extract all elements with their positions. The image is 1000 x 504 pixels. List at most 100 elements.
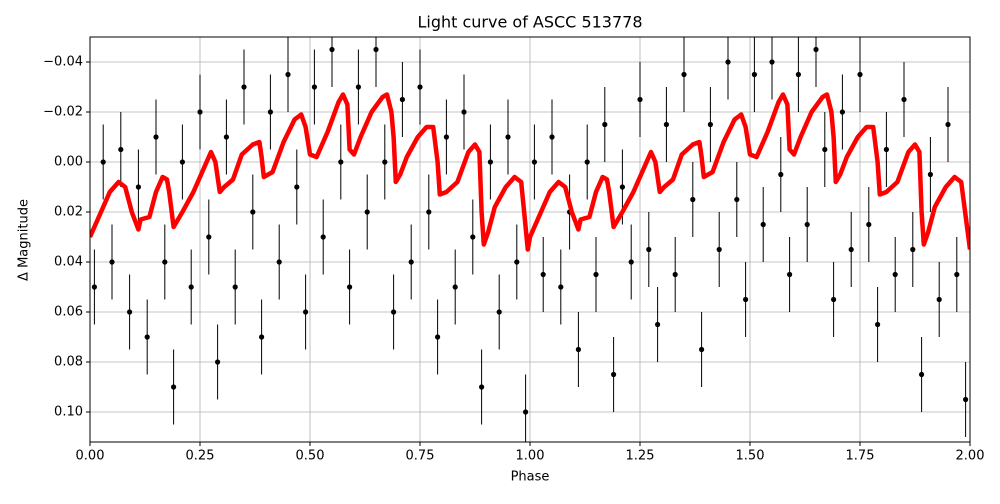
y-tick-label: −0.02 [43,105,83,120]
data-point [523,409,529,415]
data-point [857,71,863,78]
x-tick-label: 0.50 [296,449,325,464]
data-point [461,109,467,115]
data-point [602,121,608,128]
data-point [179,159,185,165]
data-point [514,259,520,265]
data-point [910,246,916,253]
y-tick-label: 0.06 [54,305,83,320]
data-point [584,159,590,165]
x-tick-label: 1.25 [626,449,655,464]
data-point [804,221,810,228]
data-point [144,334,150,340]
plot-area [90,37,970,442]
data-point [109,259,115,265]
data-point [417,84,423,90]
data-point [496,309,502,315]
data-point [188,284,194,290]
data-point [171,384,177,390]
y-tick-label: 0.00 [54,155,83,170]
x-tick-label: 1.00 [516,449,545,464]
data-point [408,259,414,265]
data-point [831,296,837,303]
data-point [338,159,344,165]
data-point [479,384,485,390]
data-point [883,146,890,153]
data-point [505,134,511,140]
data-point [813,46,819,53]
data-point [443,134,449,140]
data-point [646,246,652,253]
x-tick-label: 1.75 [846,449,875,464]
data-point [127,309,133,315]
y-tick-label: 0.10 [54,405,83,420]
data-point [672,271,678,278]
data-point [373,46,379,53]
data-point [611,371,617,378]
data-point [725,59,731,65]
data-point [259,334,265,340]
data-point [549,134,555,140]
x-tick-label: 0.00 [76,449,105,464]
data-point [540,271,546,278]
data-point [875,321,881,328]
data-point [232,284,238,290]
data-point [699,346,705,353]
data-point [197,109,203,115]
data-point [470,234,476,240]
data-point [531,159,538,165]
data-point [241,84,247,90]
data-point [663,121,670,128]
data-point [303,309,309,315]
data-point [391,309,397,315]
data-point [250,209,256,215]
data-point [215,359,221,365]
data-point [734,196,740,203]
ticks: 0.00 0.25 0.50 0.75 1.00 1.25 1.50 1.75 2.00 −0.0… [43,55,984,464]
data-point [267,109,273,115]
data-point [954,271,960,278]
data-point [963,396,969,403]
data-point [487,159,493,165]
x-tick-label: 1.50 [736,449,765,464]
data-point [787,271,793,278]
data-point [743,296,749,303]
data-point [382,159,388,165]
data-point [206,234,212,240]
data-point [435,334,441,340]
x-axis-label: Phase [511,470,550,485]
data-point [285,71,291,78]
data-point [320,234,326,240]
data-point [901,96,907,103]
data-point [637,96,643,103]
y-tick-label: −0.04 [43,55,83,70]
y-axis-label: Δ Magnitude [17,199,32,281]
y-tick-label: 0.04 [54,255,83,270]
data-point [822,146,828,153]
data-point [118,146,124,153]
data-point [945,121,951,128]
data-point [162,259,168,265]
data-point [769,59,775,65]
data-point [628,259,634,265]
x-tick-label: 0.75 [406,449,435,464]
data-point [593,271,599,278]
data-point [364,209,370,215]
data-point [919,371,925,378]
data-point [294,184,300,190]
data-point [276,259,282,265]
data-point [100,159,106,165]
data-point [866,221,872,228]
data-point [452,284,458,290]
data-point [778,171,784,178]
model-curve [90,92,970,252]
data-point [575,346,582,353]
x-tick-label: 0.25 [186,449,215,464]
data-point [892,271,898,278]
data-point [751,71,758,78]
data-point [936,296,942,303]
data-point [681,71,687,78]
data-point [690,196,696,203]
data-point [927,171,934,178]
